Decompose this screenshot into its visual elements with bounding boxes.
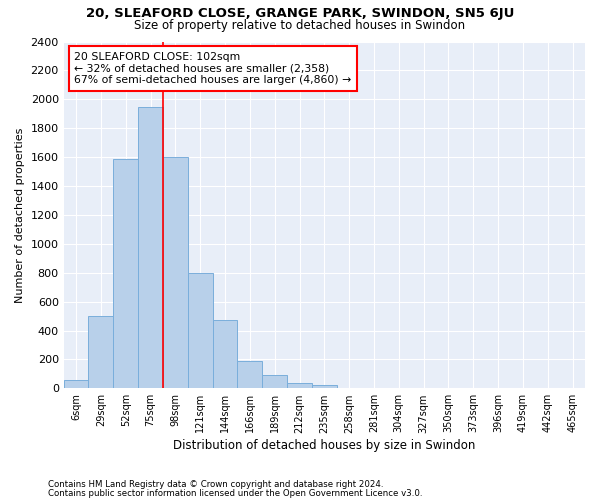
Y-axis label: Number of detached properties: Number of detached properties xyxy=(15,127,25,302)
Bar xyxy=(188,272,212,388)
Bar xyxy=(138,106,163,388)
Bar xyxy=(262,374,287,388)
Bar xyxy=(163,157,188,388)
Bar xyxy=(88,316,113,388)
Bar xyxy=(212,320,238,388)
Bar xyxy=(238,361,262,388)
Bar xyxy=(113,158,138,388)
Text: Size of property relative to detached houses in Swindon: Size of property relative to detached ho… xyxy=(134,18,466,32)
Bar xyxy=(287,384,312,388)
Text: Contains HM Land Registry data © Crown copyright and database right 2024.: Contains HM Land Registry data © Crown c… xyxy=(48,480,383,489)
Bar xyxy=(64,380,88,388)
Text: 20 SLEAFORD CLOSE: 102sqm
← 32% of detached houses are smaller (2,358)
67% of se: 20 SLEAFORD CLOSE: 102sqm ← 32% of detac… xyxy=(74,52,352,85)
Text: 20, SLEAFORD CLOSE, GRANGE PARK, SWINDON, SN5 6JU: 20, SLEAFORD CLOSE, GRANGE PARK, SWINDON… xyxy=(86,8,514,20)
X-axis label: Distribution of detached houses by size in Swindon: Distribution of detached houses by size … xyxy=(173,440,476,452)
Bar xyxy=(312,384,337,388)
Text: Contains public sector information licensed under the Open Government Licence v3: Contains public sector information licen… xyxy=(48,488,422,498)
